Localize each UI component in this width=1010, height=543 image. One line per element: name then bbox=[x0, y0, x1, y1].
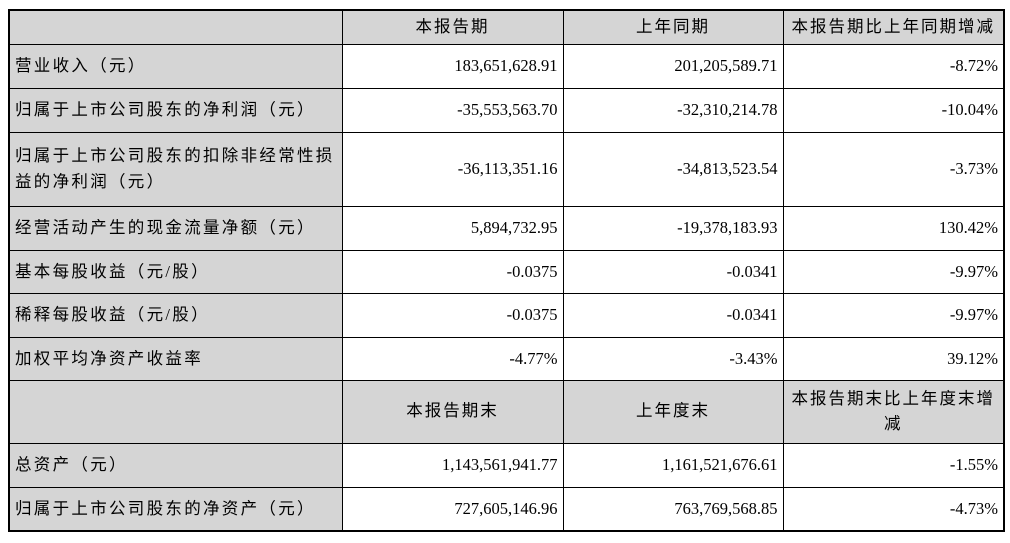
row-label: 归属于上市公司股东的净利润（元） bbox=[8, 87, 343, 133]
row-label: 经营活动产生的现金流量净额（元） bbox=[8, 205, 343, 251]
change-value: 39.12% bbox=[782, 336, 1005, 381]
section2-header-row: 本报告期末 上年度末 本报告期末比上年度末增减 bbox=[8, 379, 1005, 444]
section1-header-change: 本报告期比上年同期增减 bbox=[782, 9, 1005, 45]
row-label: 稀释每股收益（元/股） bbox=[8, 292, 343, 338]
prior-period-value: -34,813,523.54 bbox=[562, 131, 784, 207]
row-label: 归属于上市公司股东的扣除非经常性损益的净利润（元） bbox=[8, 131, 343, 207]
table-row-operating-cash-flow: 经营活动产生的现金流量净额（元） 5,894,732.95 -19,378,18… bbox=[8, 205, 1005, 251]
row-label: 总资产（元） bbox=[8, 442, 343, 488]
table-row-diluted-eps: 稀释每股收益（元/股） -0.0375 -0.0341 -9.97% bbox=[8, 292, 1005, 338]
section2-header-prior-year-end: 上年度末 bbox=[562, 379, 784, 444]
prior-year-end-value: 1,161,521,676.61 bbox=[562, 442, 784, 488]
change-value: -9.97% bbox=[782, 292, 1005, 338]
current-period-value: -36,113,351.16 bbox=[341, 131, 564, 207]
change-value: 130.42% bbox=[782, 205, 1005, 251]
current-period-value: -0.0375 bbox=[341, 249, 564, 294]
table-row-net-profit: 归属于上市公司股东的净利润（元） -35,553,563.70 -32,310,… bbox=[8, 87, 1005, 133]
period-end-value: 1,143,561,941.77 bbox=[341, 442, 564, 488]
row-label: 加权平均净资产收益率 bbox=[8, 336, 343, 381]
table-row-weighted-avg-roe: 加权平均净资产收益率 -4.77% -3.43% 39.12% bbox=[8, 336, 1005, 381]
table-row-net-profit-excl-nonrecurring: 归属于上市公司股东的扣除非经常性损益的净利润（元） -36,113,351.16… bbox=[8, 131, 1005, 207]
section2-header-change: 本报告期末比上年度末增减 bbox=[782, 379, 1005, 444]
change-value: -8.72% bbox=[782, 43, 1005, 89]
change-value: -1.55% bbox=[782, 442, 1005, 488]
current-period-value: -4.77% bbox=[341, 336, 564, 381]
section1-header-row: 本报告期 上年同期 本报告期比上年同期增减 bbox=[8, 9, 1005, 45]
row-label: 基本每股收益（元/股） bbox=[8, 249, 343, 294]
section1-header-current-period: 本报告期 bbox=[341, 9, 564, 45]
row-label: 归属于上市公司股东的净资产（元） bbox=[8, 486, 343, 532]
prior-year-end-value: 763,769,568.85 bbox=[562, 486, 784, 532]
section2-empty-header-cell bbox=[8, 379, 343, 444]
prior-period-value: -19,378,183.93 bbox=[562, 205, 784, 251]
section2-header-period-end: 本报告期末 bbox=[341, 379, 564, 444]
change-value: -9.97% bbox=[782, 249, 1005, 294]
current-period-value: -0.0375 bbox=[341, 292, 564, 338]
row-label: 营业收入（元） bbox=[8, 43, 343, 89]
period-end-value: 727,605,146.96 bbox=[341, 486, 564, 532]
current-period-value: 183,651,628.91 bbox=[341, 43, 564, 89]
table-row-total-assets: 总资产（元） 1,143,561,941.77 1,161,521,676.61… bbox=[8, 442, 1005, 488]
prior-period-value: 201,205,589.71 bbox=[562, 43, 784, 89]
change-value: -4.73% bbox=[782, 486, 1005, 532]
prior-period-value: -0.0341 bbox=[562, 292, 784, 338]
section1-empty-header-cell bbox=[8, 9, 343, 45]
table-row-operating-revenue: 营业收入（元） 183,651,628.91 201,205,589.71 -8… bbox=[8, 43, 1005, 89]
current-period-value: -35,553,563.70 bbox=[341, 87, 564, 133]
section1-header-prior-period: 上年同期 bbox=[562, 9, 784, 45]
financial-summary-table: 本报告期 上年同期 本报告期比上年同期增减 营业收入（元） 183,651,62… bbox=[8, 9, 1005, 532]
prior-period-value: -3.43% bbox=[562, 336, 784, 381]
change-value: -3.73% bbox=[782, 131, 1005, 207]
current-period-value: 5,894,732.95 bbox=[341, 205, 564, 251]
table-row-net-assets: 归属于上市公司股东的净资产（元） 727,605,146.96 763,769,… bbox=[8, 486, 1005, 532]
table-row-basic-eps: 基本每股收益（元/股） -0.0375 -0.0341 -9.97% bbox=[8, 249, 1005, 294]
prior-period-value: -0.0341 bbox=[562, 249, 784, 294]
prior-period-value: -32,310,214.78 bbox=[562, 87, 784, 133]
change-value: -10.04% bbox=[782, 87, 1005, 133]
